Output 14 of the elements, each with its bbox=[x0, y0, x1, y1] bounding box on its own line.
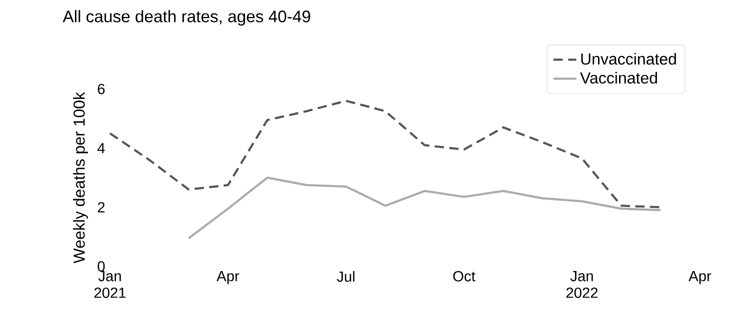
y-tick-label: 6 bbox=[98, 84, 105, 94]
y-tick-label: 0 bbox=[98, 261, 105, 272]
x-tick-label: Apr bbox=[688, 271, 712, 284]
x-tick-label: Jul bbox=[336, 271, 354, 282]
y-tick-label: 2 bbox=[98, 202, 105, 212]
y-axis-title: Weekly deaths per 100k bbox=[73, 92, 88, 264]
legend-label: Vaccinated bbox=[580, 72, 657, 84]
x-tick-label: Jan 2022 bbox=[566, 271, 598, 298]
legend-label: Unvaccinated bbox=[581, 52, 676, 65]
x-tick-label: Apr bbox=[216, 271, 240, 284]
y-tick-label: 4 bbox=[97, 143, 105, 154]
x-tick-label: Jan 2021 bbox=[94, 271, 126, 298]
chart-title: All cause death rates, ages 40-49 bbox=[62, 10, 310, 26]
x-tick-label: Oct bbox=[453, 271, 476, 282]
